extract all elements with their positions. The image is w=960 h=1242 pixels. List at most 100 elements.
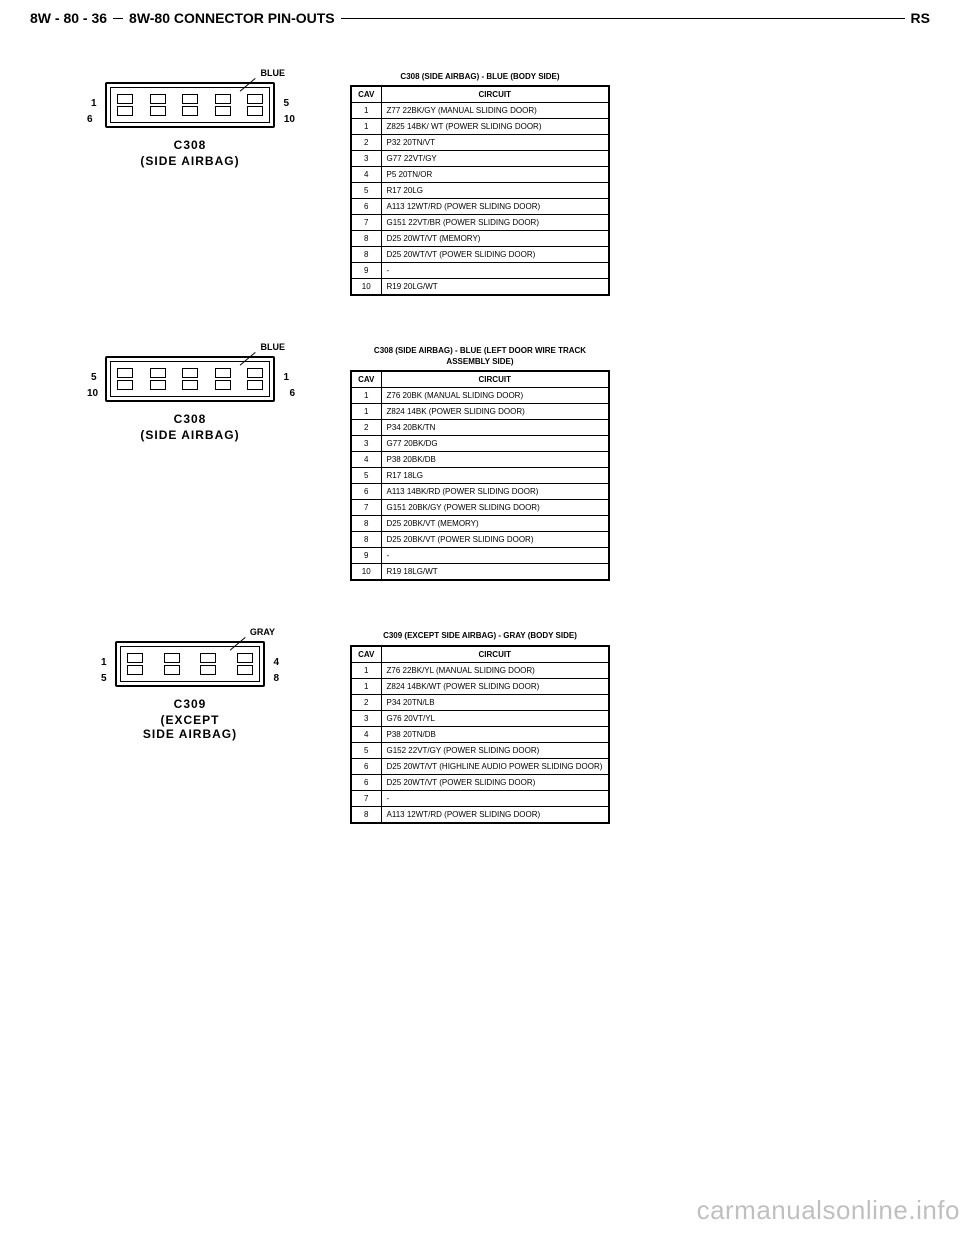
col-header-circuit: CIRCUIT [381,646,609,663]
leader-line [215,637,245,655]
cell-circuit: G151 22VT/BR (POWER SLIDING DOOR) [381,215,609,231]
table-row: 6A113 14BK/RD (POWER SLIDING DOOR) [351,484,609,500]
connector-section: BLUE51106C308(SIDE AIRBAG)C308 (SIDE AIR… [30,346,930,581]
connector-desc-label: (EXCEPT SIDE AIRBAG) [143,713,237,741]
header-center: 8W-80 CONNECTOR PIN-OUTS [129,10,335,26]
cell-cav: 6 [351,774,381,790]
cell-circuit: Z77 22BK/GY (MANUAL SLIDING DOOR) [381,103,609,119]
pin-number: 8 [273,673,279,684]
diagram-column: GRAY1458 C309 (EXCEPT SIDE AIRBAG) [30,631,350,741]
pin-cavity [164,653,180,663]
cell-cav: 8 [351,247,381,263]
pin-number: 5 [283,98,289,109]
cell-cav: 2 [351,694,381,710]
cell-cav: 5 [351,183,381,199]
pin-cavity [237,665,253,675]
pin-cavity [200,653,216,663]
color-label: GRAY [250,627,275,637]
cell-circuit: D25 20BK/VT (POWER SLIDING DOOR) [381,532,609,548]
cell-circuit: R17 20LG [381,183,609,199]
cell-circuit: Z76 22BK/YL (MANUAL SLIDING DOOR) [381,662,609,678]
pin-cavity [127,653,143,663]
color-label: BLUE [261,68,286,78]
cell-circuit: Z825 14BK/ WT (POWER SLIDING DOOR) [381,119,609,135]
connector-diagram: GRAY1458 [115,641,265,687]
table-row: 8D25 20BK/VT (MEMORY) [351,516,609,532]
table-row: 4P38 20BK/DB [351,452,609,468]
cell-circuit: D25 20BK/VT (MEMORY) [381,516,609,532]
leader-line [225,78,255,96]
cell-circuit: P32 20TN/VT [381,135,609,151]
cell-circuit: D25 20WT/VT (MEMORY) [381,231,609,247]
table-row: 4P5 20TN/OR [351,167,609,183]
table-block: C309 (EXCEPT SIDE AIRBAG) - GRAY (BODY S… [350,631,610,823]
table-row: 9- [351,263,609,279]
table-block: C308 (SIDE AIRBAG) - BLUE (LEFT DOOR WIR… [350,346,610,581]
cell-cav: 7 [351,790,381,806]
diagram-column: BLUE51106C308(SIDE AIRBAG) [30,346,350,442]
connector-id-label: C309 [174,697,207,711]
table-row: 3G77 20BK/DG [351,436,609,452]
header-rule-right [341,18,905,19]
table-row: 7G151 20BK/GY (POWER SLIDING DOOR) [351,500,609,516]
cell-circuit: P38 20BK/DB [381,452,609,468]
cell-circuit: Z824 14BK (POWER SLIDING DOOR) [381,404,609,420]
cell-circuit: G152 22VT/GY (POWER SLIDING DOOR) [381,742,609,758]
diagram-column: BLUE15610C308(SIDE AIRBAG) [30,72,350,168]
table-row: 6A113 12WT/RD (POWER SLIDING DOOR) [351,199,609,215]
pin-cavity [200,665,216,675]
pin-cavity [150,94,166,104]
table-row: 2P34 20TN/LB [351,694,609,710]
table-row: 1Z76 20BK (MANUAL SLIDING DOOR) [351,388,609,404]
connector-section: GRAY1458 C309 (EXCEPT SIDE AIRBAG) C309 (EX… [30,631,930,823]
cell-circuit: R17 18LG [381,468,609,484]
cell-cav: 7 [351,500,381,516]
pin-cavity [117,106,133,116]
col-header-cav: CAV [351,371,381,388]
pin-number: 10 [87,388,98,399]
table-title: C308 (SIDE AIRBAG) - BLUE (BODY SIDE) [350,72,610,82]
pin-cavity [247,380,263,390]
cell-circuit: P38 20TN/DB [381,726,609,742]
cell-circuit: - [381,548,609,564]
cell-circuit: P5 20TN/OR [381,167,609,183]
table-row: 8D25 20BK/VT (POWER SLIDING DOOR) [351,532,609,548]
table-row: 5R17 20LG [351,183,609,199]
cell-circuit: - [381,263,609,279]
pin-number: 1 [101,657,107,668]
cell-cav: 10 [351,564,381,581]
pin-cavity [215,380,231,390]
cell-circuit: R19 18LG/WT [381,564,609,581]
color-label: BLUE [261,342,286,352]
pin-cavity [182,94,198,104]
pin-cavity [150,380,166,390]
cell-cav: 8 [351,532,381,548]
table-row: 1Z76 22BK/YL (MANUAL SLIDING DOOR) [351,662,609,678]
table-row: 3G76 20VT/YL [351,710,609,726]
pin-number: 6 [289,388,295,399]
table-column: C308 (SIDE AIRBAG) - BLUE (LEFT DOOR WIR… [350,346,930,581]
pin-number: 5 [91,372,97,383]
cell-circuit: G77 22VT/GY [381,151,609,167]
header-right: RS [911,10,930,26]
page-header: 8W - 80 - 36 8W-80 CONNECTOR PIN-OUTS RS [0,0,960,32]
cell-circuit: A113 12WT/RD (POWER SLIDING DOOR) [381,806,609,823]
header-rule-left [113,18,123,19]
cell-cav: 1 [351,103,381,119]
pin-number: 4 [273,657,279,668]
table-row: 1Z824 14BK (POWER SLIDING DOOR) [351,404,609,420]
pin-cavity [182,368,198,378]
pin-number: 6 [87,114,93,125]
table-row: 6D25 20WT/VT (POWER SLIDING DOOR) [351,774,609,790]
pin-cavity [164,665,180,675]
connector-desc-label: (SIDE AIRBAG) [140,154,239,168]
cell-cav: 3 [351,151,381,167]
cell-cav: 1 [351,404,381,420]
pin-cavity [182,380,198,390]
table-row: 4P38 20TN/DB [351,726,609,742]
cell-circuit: R19 20LG/WT [381,279,609,296]
table-title: C309 (EXCEPT SIDE AIRBAG) - GRAY (BODY S… [350,631,610,641]
pin-cavity [117,368,133,378]
pin-number: 10 [284,114,295,125]
header-left: 8W - 80 - 36 [30,10,107,26]
